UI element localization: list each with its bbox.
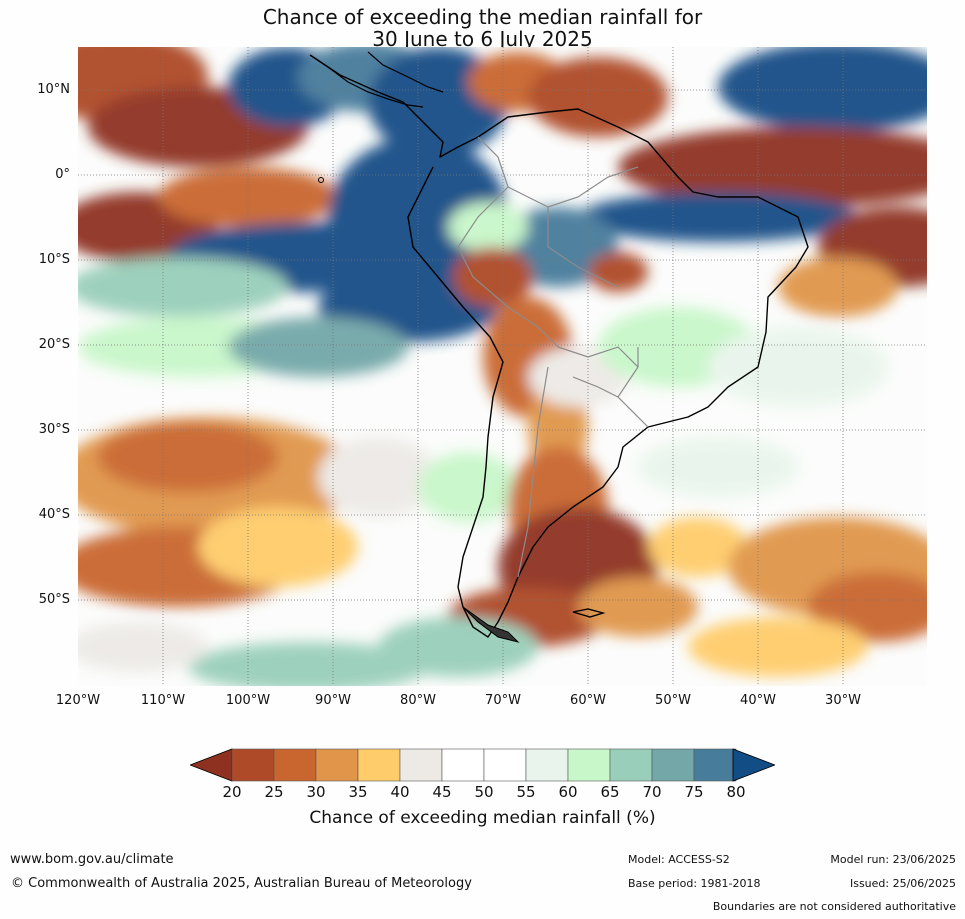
lon-label-70w: 70°W: [485, 693, 521, 708]
colorbar-tick-55: 55: [516, 783, 536, 801]
colorbar-cell: [567, 748, 611, 782]
lon-label-80w: 80°W: [400, 693, 436, 708]
colorbar-cell: [525, 748, 569, 782]
map-title-line1: Chance of exceeding the median rainfall …: [262, 5, 703, 29]
lat-label-10s: 10°S: [38, 252, 70, 267]
colorbar-cell: [357, 748, 401, 782]
lat-label-30s: 30°S: [38, 422, 70, 437]
lat-label-50s: 50°S: [38, 592, 70, 607]
colorbar-cell: [651, 748, 695, 782]
lon-label-120w: 120°W: [55, 693, 101, 708]
colorbar-high-arrow: [732, 748, 775, 782]
copyright-text: © Commonwealth of Australia 2025, Austra…: [11, 876, 472, 891]
lat-label-40s: 40°S: [38, 507, 70, 522]
colorbar-tick-80: 80: [726, 783, 746, 801]
central-america-coastline: [309, 54, 424, 108]
colorbar: [190, 748, 775, 782]
lon-label-40w: 40°W: [740, 693, 776, 708]
colorbar-cell: [441, 748, 485, 782]
colorbar-low-arrow: [190, 748, 233, 782]
falkland-islands: [572, 608, 606, 618]
lat-label-10n: 10°N: [37, 82, 70, 97]
base-period-text: Base period: 1981-2018: [628, 877, 761, 890]
colorbar-label: Chance of exceeding median rainfall (%): [309, 808, 656, 828]
lon-label-60w: 60°W: [570, 693, 606, 708]
colorbar-tick-65: 65: [600, 783, 620, 801]
colorbar-cell: [483, 748, 527, 782]
colorbar-tick-50: 50: [474, 783, 494, 801]
issued-text: Issued: 25/06/2025: [849, 877, 956, 890]
disclaimer-text: Boundaries are not considered authoritat…: [712, 900, 956, 913]
lon-label-50w: 50°W: [655, 693, 691, 708]
colorbar-tick-45: 45: [432, 783, 452, 801]
colorbar-tick-70: 70: [642, 783, 662, 801]
colorbar-tick-75: 75: [684, 783, 704, 801]
colorbar-tick-60: 60: [558, 783, 578, 801]
lon-label-100w: 100°W: [225, 693, 271, 708]
lat-label-0: 0°: [55, 167, 70, 182]
rainfall-probability-map: [78, 47, 927, 686]
website-link[interactable]: www.bom.gov.au/climate: [10, 852, 174, 867]
colorbar-tick-35: 35: [348, 783, 368, 801]
colorbar-tick-25: 25: [264, 783, 284, 801]
colorbar-cell: [693, 748, 737, 782]
lon-label-90w: 90°W: [315, 693, 351, 708]
colorbar-tick-40: 40: [390, 783, 410, 801]
lon-label-110w: 110°W: [140, 693, 186, 708]
colorbar-cell: [231, 748, 275, 782]
galapagos-islands: [318, 177, 324, 183]
colorbar-cell: [273, 748, 317, 782]
lon-label-30w: 30°W: [825, 693, 861, 708]
colorbar-tick-30: 30: [306, 783, 326, 801]
model-text: Model: ACCESS-S2: [628, 853, 730, 866]
lat-label-20s: 20°S: [38, 337, 70, 352]
model-run-text: Model run: 23/06/2025: [830, 853, 956, 866]
colorbar-cell: [315, 748, 359, 782]
country-borders: [457, 136, 649, 578]
map-gridlines: [78, 47, 927, 686]
colorbar-cell: [609, 748, 653, 782]
map-title-line2: 30 June to 6 July 2025: [372, 27, 593, 51]
colorbar-tick-20: 20: [222, 783, 242, 801]
colorbar-cell: [399, 748, 443, 782]
